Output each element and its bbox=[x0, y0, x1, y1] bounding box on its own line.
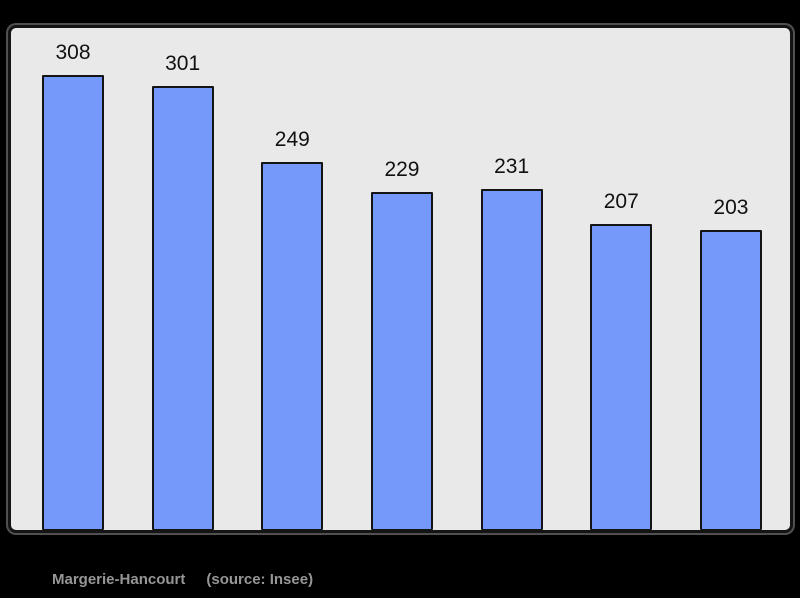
bar-slot: 301 bbox=[151, 28, 214, 530]
bar-slot: 229 bbox=[370, 28, 433, 530]
bar-slot: 308 bbox=[42, 28, 104, 530]
plot-area: 308 301 249 229 231 207 203 bbox=[8, 25, 793, 533]
bar-value-label: 207 bbox=[603, 190, 639, 214]
caption-title: Margerie-Hancourt bbox=[52, 571, 186, 588]
bar-slot: 249 bbox=[261, 28, 324, 530]
bar bbox=[42, 75, 104, 530]
caption-source: (source: Insee) bbox=[206, 571, 314, 588]
bar-value-label: 308 bbox=[55, 41, 91, 65]
bar bbox=[590, 224, 653, 530]
bars-container: 308 301 249 229 231 207 203 bbox=[11, 28, 790, 530]
bar-slot: 203 bbox=[699, 28, 762, 530]
bar bbox=[480, 188, 543, 530]
bar bbox=[261, 162, 324, 530]
bar-value-label: 203 bbox=[713, 196, 749, 220]
bar-value-label: 229 bbox=[384, 157, 420, 181]
bar bbox=[699, 230, 762, 530]
bar-value-label: 301 bbox=[165, 51, 201, 75]
bar-value-label: 249 bbox=[274, 128, 310, 152]
bar bbox=[370, 191, 433, 530]
bar bbox=[151, 85, 214, 530]
chart-caption: Margerie-Hancourt (source: Insee) bbox=[52, 571, 313, 588]
bar-slot: 231 bbox=[480, 28, 543, 530]
bar-slot: 207 bbox=[590, 28, 653, 530]
bar-value-label: 231 bbox=[494, 154, 530, 178]
